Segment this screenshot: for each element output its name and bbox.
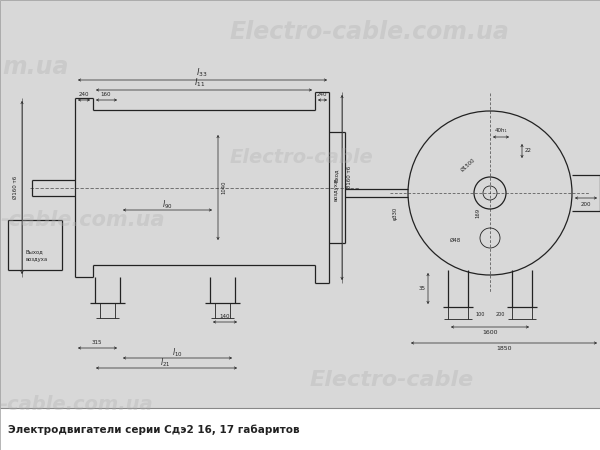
Text: 22: 22 <box>524 148 532 153</box>
Text: 240: 240 <box>317 93 327 98</box>
Text: 315: 315 <box>92 341 102 346</box>
Text: Ø160 т6: Ø160 т6 <box>13 176 17 199</box>
Text: 35: 35 <box>419 285 425 291</box>
Text: воздуха: воздуха <box>25 257 47 262</box>
Text: воздуха: воздуха <box>334 179 338 201</box>
Text: $l_{21}$: $l_{21}$ <box>160 357 170 369</box>
Text: -cable.com.ua: -cable.com.ua <box>0 395 154 414</box>
Text: Electro-cable.com.ua: Electro-cable.com.ua <box>230 20 510 44</box>
Text: $l_{11}$: $l_{11}$ <box>194 77 206 89</box>
Text: Electro-cable: Electro-cable <box>230 148 374 167</box>
Text: 200: 200 <box>496 311 505 316</box>
Text: 200: 200 <box>581 202 591 207</box>
Text: m.ua: m.ua <box>2 55 68 79</box>
Text: φ330: φ330 <box>392 207 398 220</box>
Text: -cable.com.ua: -cable.com.ua <box>0 210 164 230</box>
Text: Ø1500: Ø1500 <box>460 158 476 173</box>
Text: 160: 160 <box>101 93 111 98</box>
Text: 169: 169 <box>476 208 481 218</box>
Text: $l_{90}$: $l_{90}$ <box>161 199 172 211</box>
Text: Выход: Выход <box>25 249 43 255</box>
Text: $l_{10}$: $l_{10}$ <box>172 347 182 359</box>
Bar <box>0 408 600 450</box>
Text: 1850: 1850 <box>496 346 512 351</box>
Text: Ø160 т6: Ø160 т6 <box>347 166 352 189</box>
Text: Electro-cable: Electro-cable <box>310 370 474 390</box>
Text: 40h₁: 40h₁ <box>494 129 508 134</box>
Text: 1040: 1040 <box>221 180 227 194</box>
Text: Ø48: Ø48 <box>449 238 461 243</box>
Text: 1600: 1600 <box>482 330 498 336</box>
Text: Электродвигатели серии Сдэ2 16, 17 габаритов: Электродвигатели серии Сдэ2 16, 17 габар… <box>8 425 299 435</box>
Text: 140: 140 <box>220 315 230 319</box>
Text: $l_{33}$: $l_{33}$ <box>196 67 208 79</box>
Text: Вход: Вход <box>334 168 338 182</box>
Text: 100: 100 <box>475 311 485 316</box>
Text: 240: 240 <box>79 93 89 98</box>
